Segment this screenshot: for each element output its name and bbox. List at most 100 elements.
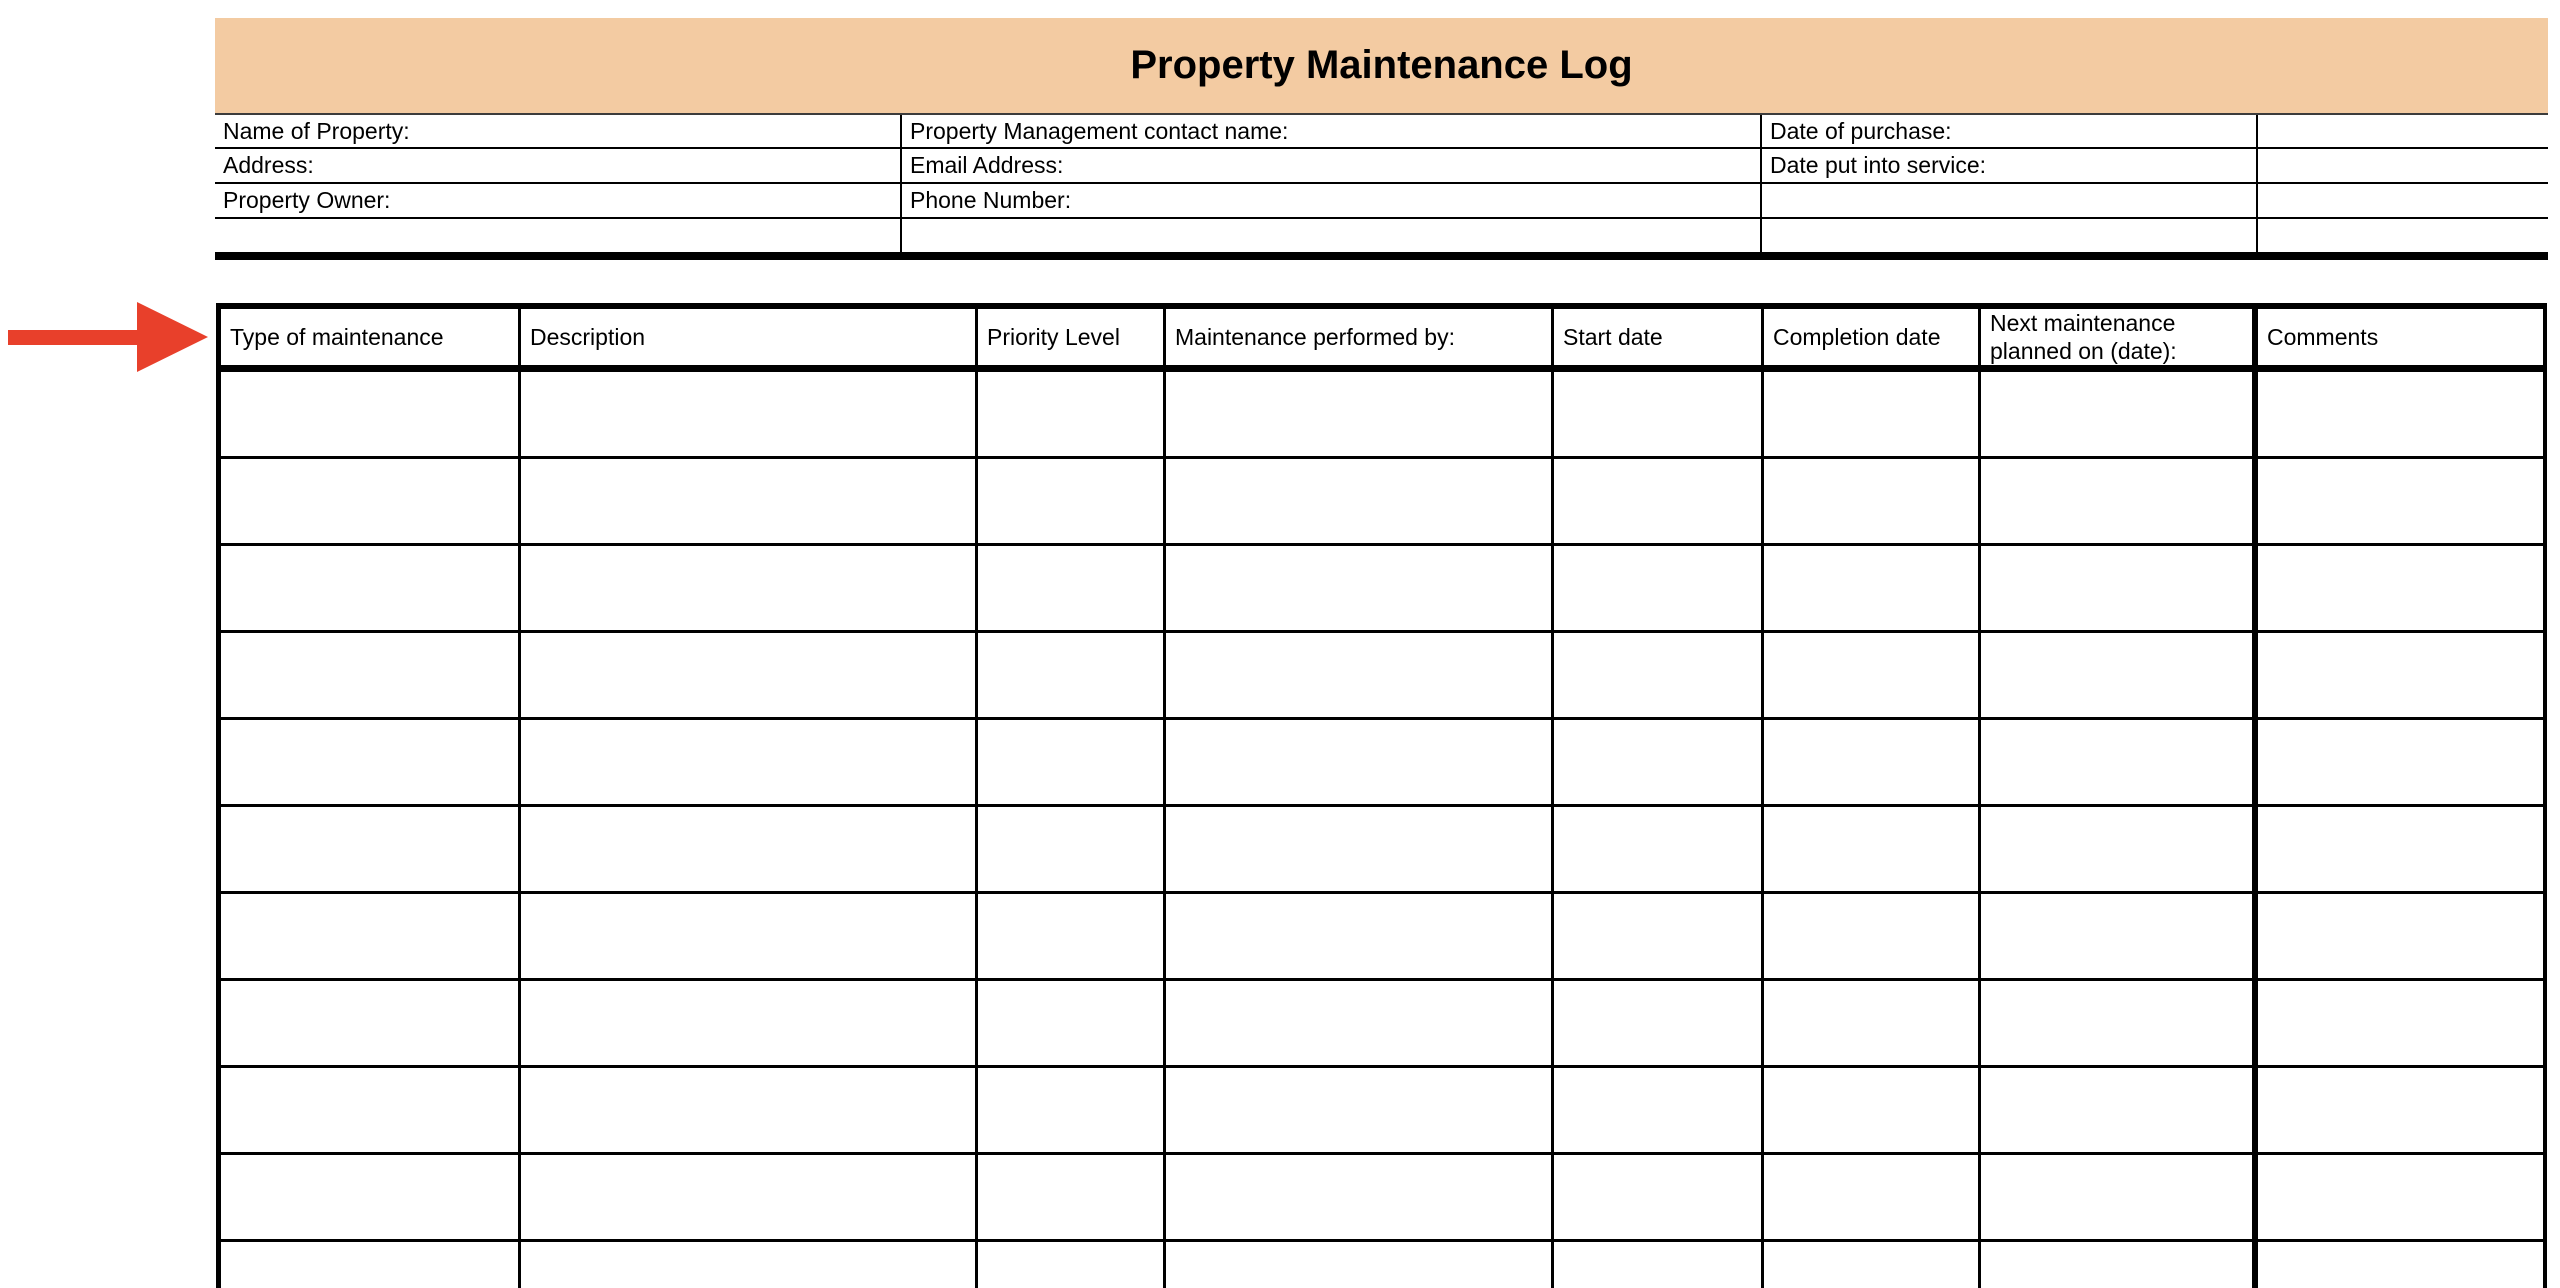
log-cell[interactable] — [2252, 372, 2543, 459]
log-cell[interactable] — [1978, 894, 2252, 981]
log-cell[interactable] — [221, 1242, 518, 1288]
log-cell[interactable] — [518, 1242, 975, 1288]
header-comments: Comments — [2252, 309, 2543, 365]
log-cell[interactable] — [1761, 807, 1978, 894]
log-cell[interactable] — [2252, 546, 2543, 633]
log-cell[interactable] — [1978, 807, 2252, 894]
log-cell[interactable] — [2252, 720, 2543, 807]
log-cell[interactable] — [518, 894, 975, 981]
log-cell[interactable] — [1978, 981, 2252, 1068]
log-cell[interactable] — [1551, 633, 1761, 720]
log-cell[interactable] — [1978, 1068, 2252, 1155]
log-cell[interactable] — [975, 981, 1163, 1068]
log-cell[interactable] — [518, 1155, 975, 1242]
log-empty-row — [221, 1155, 2543, 1242]
log-cell[interactable] — [975, 720, 1163, 807]
log-cell[interactable] — [2252, 1155, 2543, 1242]
log-cell[interactable] — [518, 720, 975, 807]
log-cell[interactable] — [2252, 1068, 2543, 1155]
log-cell[interactable] — [2252, 459, 2543, 546]
log-cell[interactable] — [1978, 633, 2252, 720]
log-cell[interactable] — [1978, 1155, 2252, 1242]
log-cell[interactable] — [1978, 372, 2252, 459]
log-cell[interactable] — [1761, 633, 1978, 720]
log-cell[interactable] — [1551, 546, 1761, 633]
red-arrow-shaft — [8, 330, 141, 345]
log-cell[interactable] — [1761, 459, 1978, 546]
log-cell[interactable] — [518, 546, 975, 633]
log-cell[interactable] — [1551, 1155, 1761, 1242]
log-cell[interactable] — [518, 372, 975, 459]
log-cell[interactable] — [1978, 459, 2252, 546]
log-cell[interactable] — [1163, 1068, 1551, 1155]
empty-info-cell[interactable] — [2256, 219, 2548, 254]
log-cell[interactable] — [221, 1155, 518, 1242]
log-cell[interactable] — [518, 459, 975, 546]
log-cell[interactable] — [518, 633, 975, 720]
log-cell[interactable] — [1978, 720, 2252, 807]
log-cell[interactable] — [975, 459, 1163, 546]
log-cell[interactable] — [1761, 894, 1978, 981]
log-cell[interactable] — [2252, 894, 2543, 981]
log-cell[interactable] — [975, 807, 1163, 894]
log-cell[interactable] — [975, 633, 1163, 720]
log-cell[interactable] — [1761, 1242, 1978, 1288]
empty-info-cell[interactable] — [900, 219, 1760, 254]
log-cell[interactable] — [1551, 807, 1761, 894]
log-cell[interactable] — [1761, 546, 1978, 633]
log-cell[interactable] — [975, 546, 1163, 633]
log-cell[interactable] — [1163, 459, 1551, 546]
log-cell[interactable] — [1551, 1068, 1761, 1155]
log-cell[interactable] — [1551, 372, 1761, 459]
log-cell[interactable] — [1163, 720, 1551, 807]
log-cell[interactable] — [2252, 633, 2543, 720]
log-cell[interactable] — [2252, 981, 2543, 1068]
log-cell[interactable] — [975, 372, 1163, 459]
log-cell[interactable] — [1761, 1068, 1978, 1155]
log-cell[interactable] — [1551, 459, 1761, 546]
log-cell[interactable] — [1978, 546, 2252, 633]
log-cell[interactable] — [1163, 894, 1551, 981]
log-cell[interactable] — [1163, 1155, 1551, 1242]
log-cell[interactable] — [1551, 981, 1761, 1068]
empty-info-cell[interactable] — [1760, 184, 2256, 219]
log-cell[interactable] — [1551, 720, 1761, 807]
log-cell[interactable] — [221, 720, 518, 807]
log-cell[interactable] — [1978, 1242, 2252, 1288]
log-cell[interactable] — [975, 1068, 1163, 1155]
field-date-put-into-service[interactable] — [2256, 149, 2548, 184]
log-cell[interactable] — [221, 1068, 518, 1155]
log-cell[interactable] — [518, 981, 975, 1068]
log-cell[interactable] — [1163, 981, 1551, 1068]
log-cell[interactable] — [1761, 1155, 1978, 1242]
log-cell[interactable] — [1163, 807, 1551, 894]
log-cell[interactable] — [975, 1242, 1163, 1288]
log-cell[interactable] — [975, 1155, 1163, 1242]
log-cell[interactable] — [1551, 894, 1761, 981]
log-cell[interactable] — [518, 1068, 975, 1155]
log-cell[interactable] — [1761, 372, 1978, 459]
log-cell[interactable] — [1761, 981, 1978, 1068]
log-cell[interactable] — [221, 459, 518, 546]
log-cell[interactable] — [1163, 633, 1551, 720]
log-cell[interactable] — [221, 546, 518, 633]
log-cell[interactable] — [1163, 1242, 1551, 1288]
log-cell[interactable] — [518, 807, 975, 894]
log-cell[interactable] — [2252, 1242, 2543, 1288]
log-cell[interactable] — [221, 981, 518, 1068]
log-cell[interactable] — [221, 372, 518, 459]
log-cell[interactable] — [1551, 1242, 1761, 1288]
log-cell[interactable] — [1163, 372, 1551, 459]
log-cell[interactable] — [221, 807, 518, 894]
empty-info-cell[interactable] — [2256, 184, 2548, 219]
log-empty-row — [221, 807, 2543, 894]
log-cell[interactable] — [975, 894, 1163, 981]
field-date-of-purchase[interactable] — [2256, 115, 2548, 149]
log-cell[interactable] — [1761, 720, 1978, 807]
log-cell[interactable] — [221, 633, 518, 720]
log-cell[interactable] — [2252, 807, 2543, 894]
log-cell[interactable] — [1163, 546, 1551, 633]
empty-info-cell[interactable] — [215, 219, 900, 254]
log-cell[interactable] — [221, 894, 518, 981]
empty-info-cell[interactable] — [1760, 219, 2256, 254]
